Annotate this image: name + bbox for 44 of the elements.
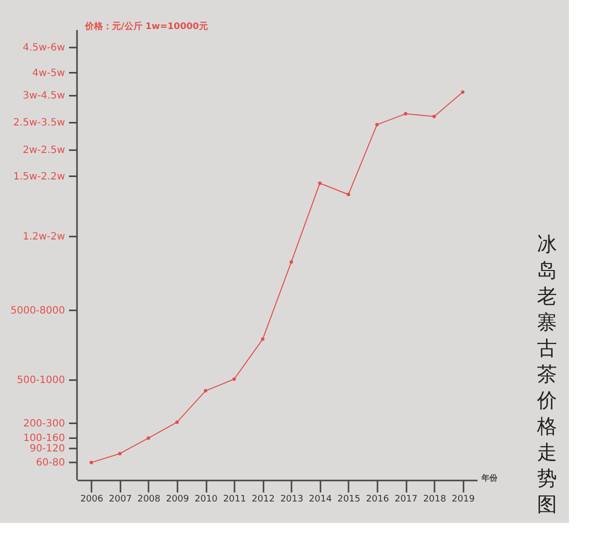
text: 60-80	[36, 457, 65, 468]
point	[118, 452, 122, 456]
text: 200-300	[23, 418, 65, 430]
point	[90, 460, 94, 464]
point	[432, 114, 436, 118]
x-tick-label: 2012	[252, 494, 275, 504]
point	[290, 260, 294, 264]
point	[204, 389, 208, 393]
text: 1.5w-2.2w	[13, 171, 65, 182]
x-tick-label: 2007	[108, 494, 132, 504]
x-axis-title: 年份	[480, 474, 498, 482]
point	[232, 377, 236, 381]
x-tick-label: 2009	[166, 494, 190, 504]
x-tick-label: 2017	[394, 494, 418, 504]
text: 100-160	[23, 433, 65, 444]
x-tick-label: 2013	[280, 494, 304, 504]
x-tick-label: 2019	[452, 494, 475, 504]
text: 2.5w-3.5w	[13, 118, 65, 129]
x-tick-label: 2015	[337, 494, 360, 504]
x-tick-label: 2011	[223, 494, 246, 504]
point	[460, 90, 464, 94]
text: 1.2w-2w	[22, 232, 65, 243]
x-tick-label: 2018	[423, 494, 446, 504]
chart-title: 冰岛老寨古茶价格走势图	[537, 232, 557, 516]
text: 5000-8000	[10, 305, 65, 316]
text: 500-1000	[16, 375, 65, 386]
point	[175, 420, 179, 424]
text: 2w-2.5w	[22, 145, 65, 156]
text: 价格：元/公斤 1w=10000元	[84, 21, 208, 32]
text: 4w-5w	[32, 68, 65, 79]
text: 90-120	[30, 444, 65, 454]
point	[375, 122, 379, 126]
point	[318, 182, 322, 185]
x-tick-label: 2006	[80, 494, 104, 504]
x-tick-label: 2014	[308, 494, 332, 504]
point	[260, 337, 264, 341]
x-tick-label: 2008	[137, 494, 161, 504]
point	[346, 192, 350, 196]
text: 4.5w-6w	[22, 42, 65, 54]
point	[404, 112, 408, 116]
point	[146, 436, 150, 440]
x-tick-label: 2016	[366, 494, 390, 504]
x-tick-label: 2010	[194, 494, 218, 504]
text: 3w-4.5w	[22, 90, 65, 102]
